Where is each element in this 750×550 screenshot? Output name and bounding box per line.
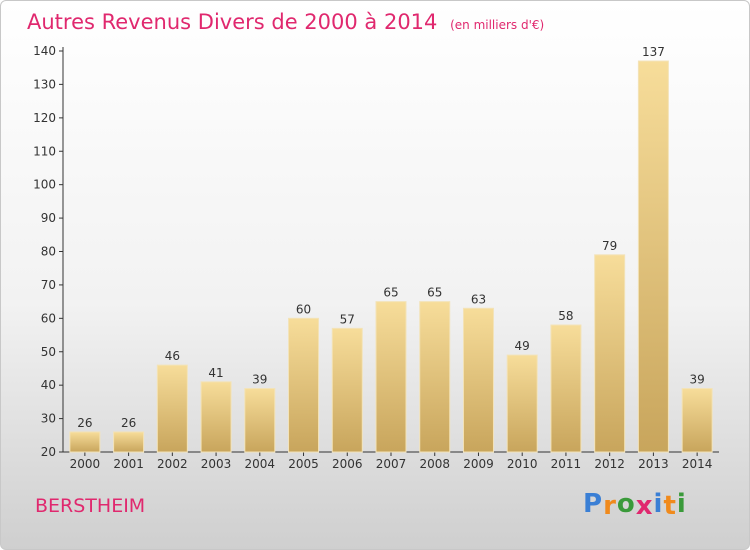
y-tick-label: 70 (41, 278, 56, 292)
bar-2002 (156, 364, 188, 453)
y-tick-label: 40 (41, 378, 56, 392)
bar-2007 (375, 301, 407, 453)
bar-2011 (550, 324, 582, 453)
x-tick-label-2013: 2013 (638, 457, 669, 471)
x-tick-label-2014: 2014 (682, 457, 713, 471)
chart-title-unit: (en milliers d'€) (450, 18, 545, 32)
bar-2009 (462, 307, 494, 453)
bar-2012 (594, 254, 626, 453)
y-tick-label: 110 (33, 144, 56, 158)
x-tick-label-2005: 2005 (288, 457, 319, 471)
y-tick-label: 30 (41, 412, 56, 426)
bar-2014 (681, 388, 713, 453)
x-tick-label-2002: 2002 (157, 457, 188, 471)
logo-letter: x (635, 491, 654, 521)
x-tick-label-2012: 2012 (594, 457, 625, 471)
data-label-2000: 26 (77, 416, 92, 430)
x-tick-label-2010: 2010 (507, 457, 538, 471)
chart-title-text: Autres Revenus Divers de 2000 à 2014 (27, 10, 438, 34)
logo-letter: o (616, 489, 636, 519)
data-label-2007: 65 (383, 286, 398, 300)
commune-name: BERSTHEIM (35, 495, 146, 517)
y-tick-label: 120 (33, 111, 56, 125)
y-tick-label: 140 (33, 44, 56, 58)
x-tick-label-2004: 2004 (245, 457, 276, 471)
x-tick-label-2011: 2011 (551, 457, 582, 471)
bar-2004 (244, 388, 276, 453)
y-tick-label: 130 (33, 77, 56, 91)
data-label-2006: 57 (340, 312, 355, 326)
x-tick-label-2006: 2006 (332, 457, 363, 471)
data-label-2002: 46 (165, 349, 180, 363)
chart-title: Autres Revenus Divers de 2000 à 2014 (en… (27, 10, 544, 34)
proxiti-logo: Proxiti (583, 489, 687, 521)
y-tick-label: 90 (41, 211, 56, 225)
bar-2001 (113, 431, 145, 453)
bar-2013 (637, 60, 669, 453)
data-label-2001: 26 (121, 416, 136, 430)
x-tick-label-2008: 2008 (419, 457, 450, 471)
bar-2006 (331, 327, 363, 453)
bar-2005 (288, 317, 320, 453)
y-tick-label: 80 (41, 245, 56, 259)
bar-2003 (200, 381, 232, 453)
logo-letter: t (663, 491, 677, 521)
data-label-2003: 41 (208, 366, 223, 380)
data-label-2011: 58 (558, 309, 573, 323)
data-label-2014: 39 (689, 373, 704, 387)
y-tick-label: 50 (41, 345, 56, 359)
y-tick-label: 60 (41, 311, 56, 325)
data-label-2010: 49 (515, 339, 530, 353)
data-label-2004: 39 (252, 373, 267, 387)
bar-2000 (69, 431, 101, 453)
data-label-2005: 60 (296, 302, 311, 316)
data-label-2013: 137 (642, 45, 665, 59)
x-tick-label-2001: 2001 (113, 457, 144, 471)
y-tick-label: 20 (41, 445, 56, 459)
data-label-2009: 63 (471, 292, 486, 306)
y-tick-label: 100 (33, 178, 56, 192)
logo-letter: r (603, 491, 617, 521)
x-tick-label-2007: 2007 (376, 457, 407, 471)
x-tick-label-2003: 2003 (201, 457, 232, 471)
x-tick-label-2000: 2000 (70, 457, 101, 471)
x-tick-label-2009: 2009 (463, 457, 494, 471)
data-label-2012: 79 (602, 239, 617, 253)
logo-letter: i (676, 489, 687, 519)
bar-2008 (419, 301, 451, 453)
data-label-2008: 65 (427, 286, 442, 300)
bar-2010 (506, 354, 538, 453)
logo-letter: P (583, 489, 604, 519)
logo-letter: i (653, 489, 664, 519)
